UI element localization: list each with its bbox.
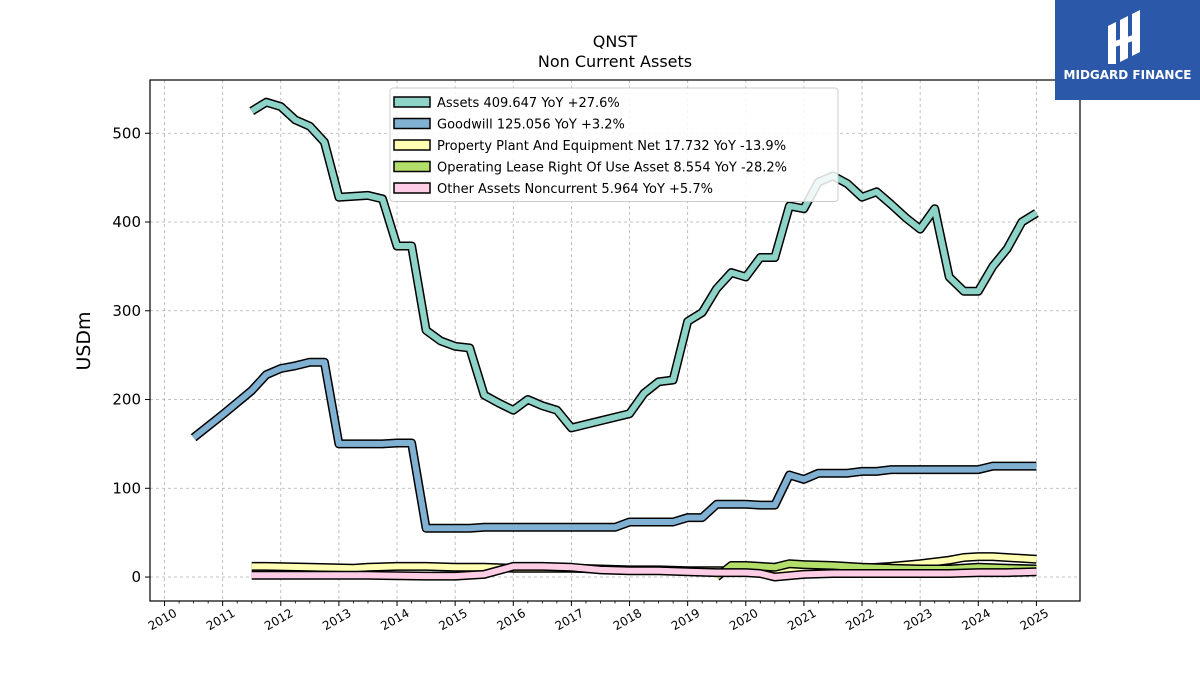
x-tick-label: 2013	[320, 606, 353, 633]
legend-entry: Assets 409.647 YoY +27.6%	[437, 96, 620, 111]
logo: MIDGARD FINANCE	[1055, 0, 1200, 100]
x-tick-label: 2014	[378, 606, 411, 633]
x-tick-label: 2015	[436, 606, 469, 633]
legend-entry: Property Plant And Equipment Net 17.732 …	[437, 139, 786, 154]
y-axis-label: USDm	[73, 311, 95, 370]
x-tick-label: 2020	[727, 606, 760, 633]
legend-swatch	[393, 160, 431, 173]
legend-swatch	[393, 117, 431, 130]
legend-swatch	[393, 139, 431, 151]
y-tick-label: 500	[112, 124, 141, 142]
legend-entry: Operating Lease Right Of Use Asset 8.554…	[437, 161, 787, 176]
series-line-3	[714, 560, 1037, 580]
x-tick-label: 2016	[495, 606, 528, 633]
y-tick-label: 100	[112, 479, 141, 497]
series-outline-1	[190, 357, 1037, 533]
x-tick-label: 2022	[843, 606, 876, 633]
legend-swatch	[393, 182, 431, 194]
x-tick-label: 2025	[1018, 606, 1051, 633]
series-line-4	[251, 563, 1037, 580]
chart-title: QNST	[593, 32, 638, 51]
legend-box	[389, 87, 839, 202]
x-tick-label: 2019	[669, 606, 702, 633]
chart-subtitle: Non Current Assets	[538, 52, 692, 71]
x-tick-label: 2018	[611, 606, 644, 633]
x-tick-label: 2017	[553, 606, 586, 633]
x-tick-label: 2024	[960, 606, 993, 633]
x-tick-label: 2010	[146, 606, 179, 633]
logo-text: MIDGARD FINANCE	[1063, 68, 1192, 82]
series-line-1	[191, 359, 1037, 532]
y-tick-label: 200	[112, 391, 141, 409]
legend-swatch	[393, 96, 431, 108]
y-tick-label: 400	[112, 213, 141, 231]
y-tick-label: 0	[131, 568, 141, 586]
x-tick-label: 2012	[262, 606, 295, 633]
logo-mark-icon	[1108, 10, 1140, 64]
legend-entry: Other Assets Noncurrent 5.964 YoY +5.7%	[437, 182, 713, 197]
legend: Assets 409.647 YoY +27.6% Goodwill 125.05…	[389, 87, 839, 202]
y-tick-label: 300	[112, 302, 141, 320]
x-axis: 2010 2011 2012 2013 2014 2015 2016 2017 2018 2019…	[146, 601, 1051, 633]
plot-area	[190, 97, 1039, 582]
x-tick-label: 2021	[785, 606, 818, 633]
series-line-0	[250, 99, 1038, 431]
y-axis: 0 100 200 300 400 500	[112, 124, 150, 586]
x-tick-label: 2011	[204, 606, 237, 633]
x-tick-label: 2023	[901, 606, 934, 633]
legend-entry: Goodwill 125.056 YoY +3.2%	[437, 118, 625, 133]
